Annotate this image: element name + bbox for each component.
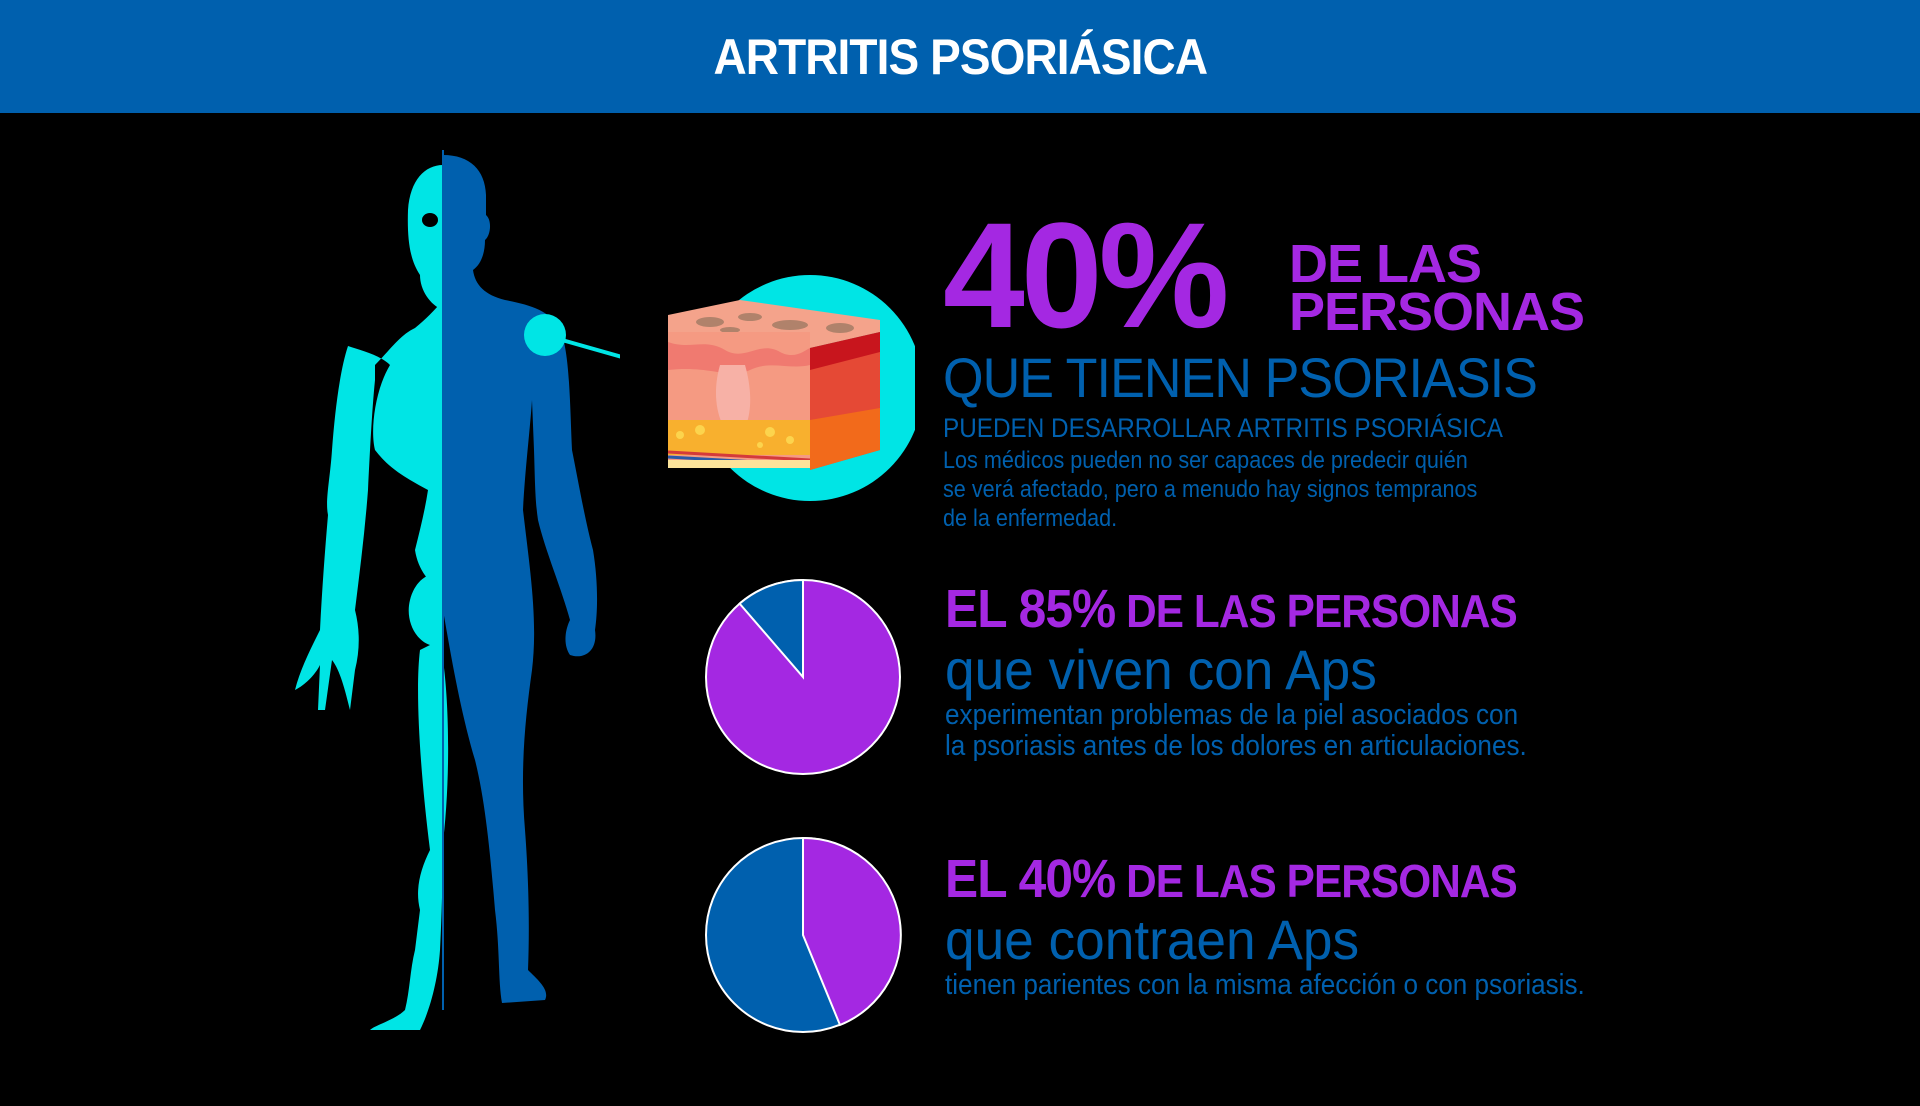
stat1-heading-suffix: DE LAS PERSONAS — [1289, 234, 1585, 342]
skeleton — [295, 165, 449, 1030]
page-title: ARTRITIS PSORIÁSICA — [713, 28, 1208, 85]
stat1-line3: PUEDEN DESARROLLAR ARTRITIS PSORIÁSICA — [943, 413, 1503, 443]
shoulder-marker-icon — [524, 314, 566, 356]
body-silhouette — [443, 155, 598, 1003]
stat2-body: experimentan problemas de la piel asocia… — [945, 699, 1527, 762]
pie-chart-40 — [705, 836, 902, 1033]
stat3-body: tienen parientes con la misma afección o… — [945, 969, 1585, 1001]
stat3-heading: EL 40% DE LAS PERSONAS — [945, 849, 1518, 909]
stat1-subheading: QUE TIENEN PSORIASIS — [943, 346, 1538, 409]
stat3-subheading: que contraen Aps — [945, 908, 1360, 971]
stat-block-2: EL 85% DE LAS PERSONAS que viven con Aps… — [945, 580, 1591, 762]
stat1-description: Los médicos pueden no ser capaces de pre… — [943, 447, 1478, 532]
stat2-subheading: que viven con Aps — [945, 638, 1377, 701]
header-banner: ARTRITIS PSORIÁSICA — [0, 0, 1920, 113]
skeleton-body-illustration — [295, 150, 620, 1030]
stat-block-3: EL 40% DE LAS PERSONAS que contraen Aps … — [945, 850, 1656, 1001]
pie-chart-85 — [705, 578, 901, 775]
stat2-heading: EL 85% DE LAS PERSONAS — [945, 579, 1518, 639]
stat-block-1: 40% DE LAS PERSONAS QUE TIENEN PSORIASIS… — [943, 191, 1643, 533]
stat1-percent: 40% — [943, 191, 1229, 359]
skin-cross-section-icon — [667, 275, 915, 501]
